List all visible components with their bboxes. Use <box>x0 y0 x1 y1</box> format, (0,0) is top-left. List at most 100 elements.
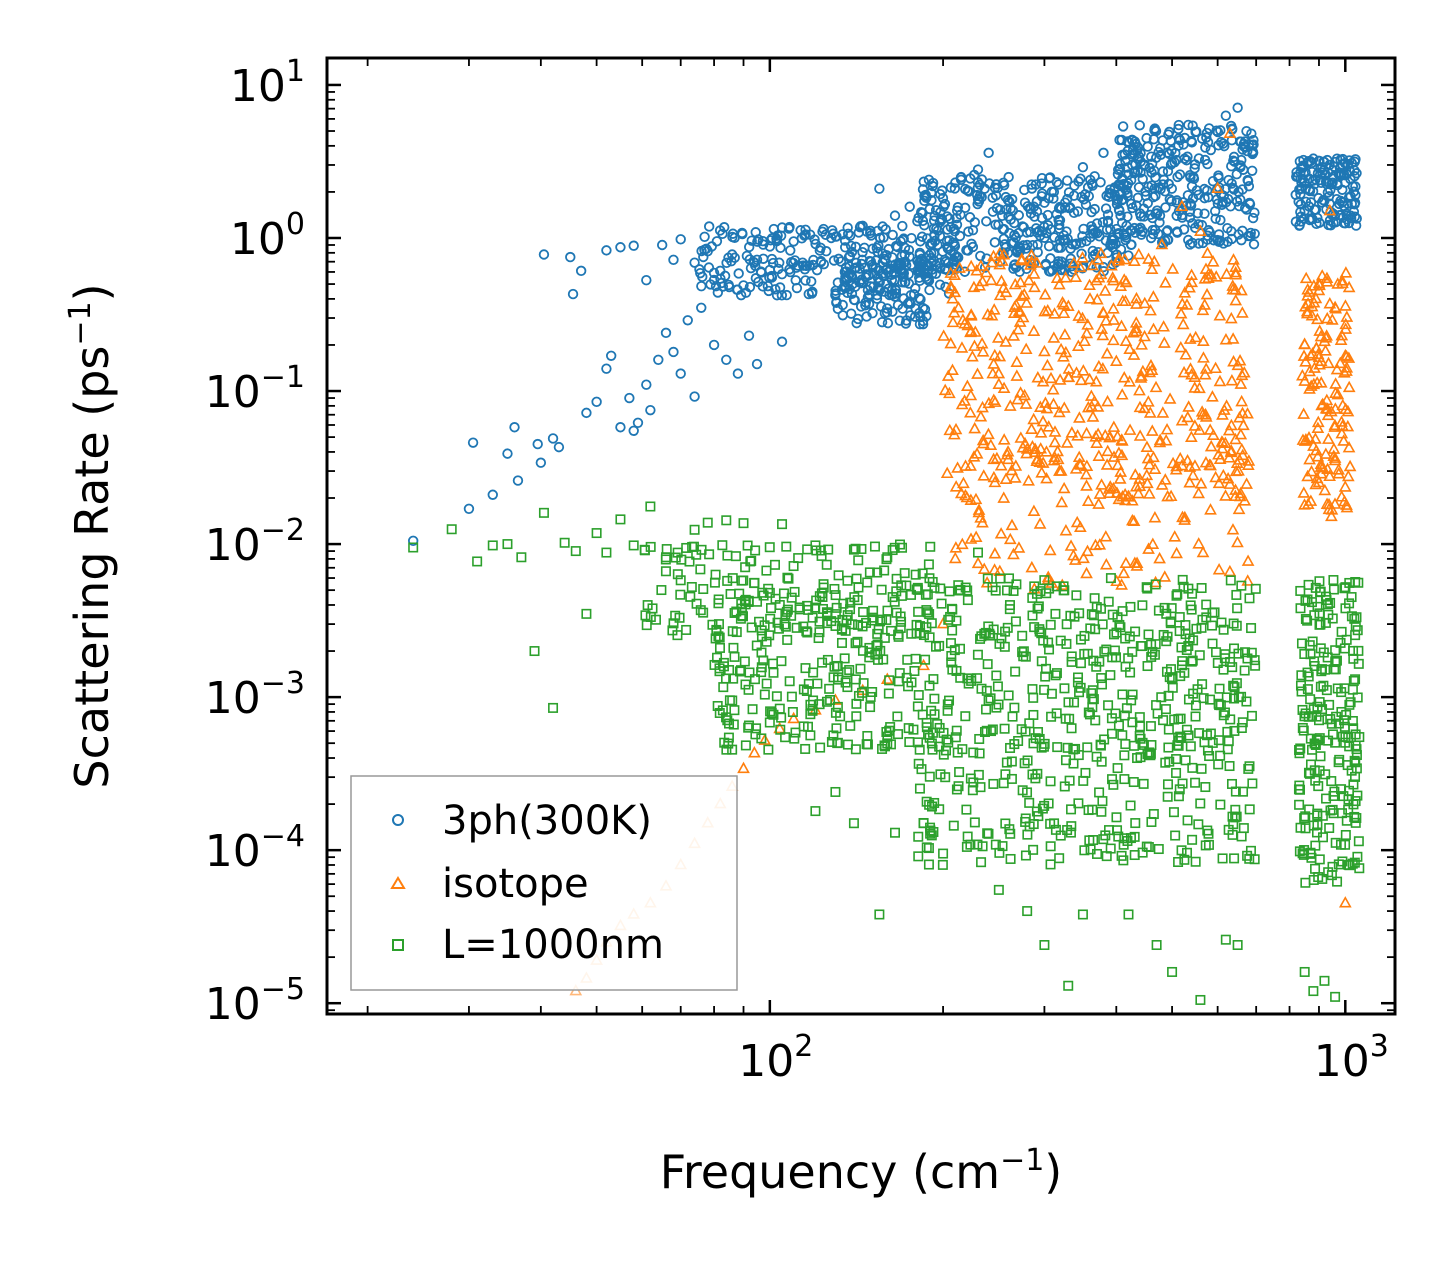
isotope-point <box>1038 304 1052 317</box>
l1000nm-point <box>1339 715 1350 726</box>
isotope-point <box>988 547 1002 559</box>
3ph-point <box>735 289 747 301</box>
isotope-point <box>1115 319 1128 331</box>
isotope-point <box>1179 348 1193 360</box>
3ph-point <box>1079 189 1091 200</box>
isotope-point <box>1320 275 1334 287</box>
l1000nm-point <box>675 589 686 600</box>
isotope-point <box>1219 333 1233 345</box>
isotope-point <box>964 406 977 418</box>
isotope-point <box>955 397 969 410</box>
isotope-point <box>1194 224 1207 236</box>
l1000nm-point <box>1302 594 1313 605</box>
3ph-point <box>989 237 1001 248</box>
isotope-point <box>961 318 975 331</box>
l1000nm-point <box>916 764 927 775</box>
l1000nm-point <box>1329 786 1340 797</box>
isotope-point <box>1196 408 1210 420</box>
l1000nm-point <box>713 598 724 609</box>
l1000nm-point <box>746 622 757 633</box>
isotope-point <box>1220 399 1233 411</box>
3ph-point <box>1199 154 1211 166</box>
isotope-point <box>1067 256 1081 268</box>
l1000nm-point <box>924 632 935 643</box>
isotope-point <box>1170 546 1183 559</box>
3ph-point <box>1137 173 1148 185</box>
3ph-point <box>1077 162 1089 173</box>
l1000nm-point <box>976 857 987 868</box>
l1000nm-point <box>1350 817 1361 828</box>
l1000nm-point <box>761 678 772 689</box>
l1000nm-point <box>1353 645 1364 656</box>
l1000nm-point <box>559 537 570 548</box>
isotope-point <box>1133 429 1147 441</box>
l1000nm-point <box>713 631 724 642</box>
3ph-point <box>763 285 774 297</box>
l1000nm-point <box>1135 733 1146 744</box>
l1000nm-point <box>988 778 999 789</box>
3ph-point <box>918 176 930 187</box>
isotope-point <box>1048 435 1062 448</box>
l1000nm-point <box>976 683 987 694</box>
l1000nm-point <box>1187 655 1198 666</box>
isotope-point <box>974 410 988 422</box>
isotope-point <box>1308 361 1321 373</box>
3ph-point <box>872 225 883 237</box>
isotope-point <box>1328 497 1342 509</box>
isotope-point <box>1312 276 1326 289</box>
l1000nm-point <box>1118 839 1129 850</box>
l1000nm-point <box>487 540 498 551</box>
isotope-point <box>1028 280 1041 293</box>
isotope-point <box>1193 381 1206 394</box>
isotope-point <box>1041 304 1055 316</box>
3ph-point <box>1118 178 1129 190</box>
isotope-point <box>1130 556 1144 568</box>
l1000nm-point <box>768 709 779 720</box>
l1000nm-point <box>1002 585 1013 596</box>
isotope-point <box>964 308 978 320</box>
isotope-point <box>1237 366 1251 378</box>
l1000nm-point <box>1073 798 1084 809</box>
isotope-point <box>1083 372 1097 385</box>
isotope-point <box>1147 322 1160 335</box>
3ph-point <box>535 457 547 468</box>
3ph-point <box>1062 233 1073 245</box>
isotope-point <box>1110 486 1124 498</box>
isotope-point <box>1103 480 1117 492</box>
isotope-point <box>1148 462 1162 475</box>
l1000nm-point <box>777 519 788 530</box>
isotope-point <box>1128 468 1142 480</box>
3ph-point <box>743 241 755 253</box>
isotope-point <box>1089 375 1103 387</box>
l1000nm-point <box>1105 573 1116 584</box>
l1000nm-point <box>990 839 1001 850</box>
isotope-point <box>1298 374 1312 386</box>
isotope-point <box>1209 470 1223 483</box>
3ph-point <box>1216 199 1228 211</box>
l1000nm-point <box>844 665 855 676</box>
l1000nm-point <box>740 679 751 690</box>
3ph-point <box>660 327 672 339</box>
isotope-point <box>1147 450 1160 463</box>
l1000nm-point <box>904 737 915 748</box>
l1000nm-point <box>972 839 983 850</box>
l1000nm-point <box>1213 735 1224 746</box>
3ph-point <box>939 198 951 210</box>
3ph-point <box>1141 132 1152 144</box>
3ph-point <box>1140 190 1152 201</box>
l1000nm-point <box>981 725 992 736</box>
3ph-point <box>1097 217 1109 228</box>
l1000nm-point <box>1192 684 1203 695</box>
l1000nm-point <box>721 744 732 755</box>
isotope-point <box>1080 426 1093 439</box>
l1000nm-point <box>1066 651 1077 662</box>
isotope-point <box>1212 448 1225 460</box>
3ph-point <box>1166 195 1177 207</box>
isotope-point <box>1067 548 1080 561</box>
l1000nm-point <box>852 595 863 606</box>
3ph-point <box>845 240 857 252</box>
l1000nm-point <box>840 625 851 636</box>
3ph-point <box>928 248 940 259</box>
3ph-point <box>1162 166 1174 177</box>
isotope-point <box>1015 253 1028 266</box>
